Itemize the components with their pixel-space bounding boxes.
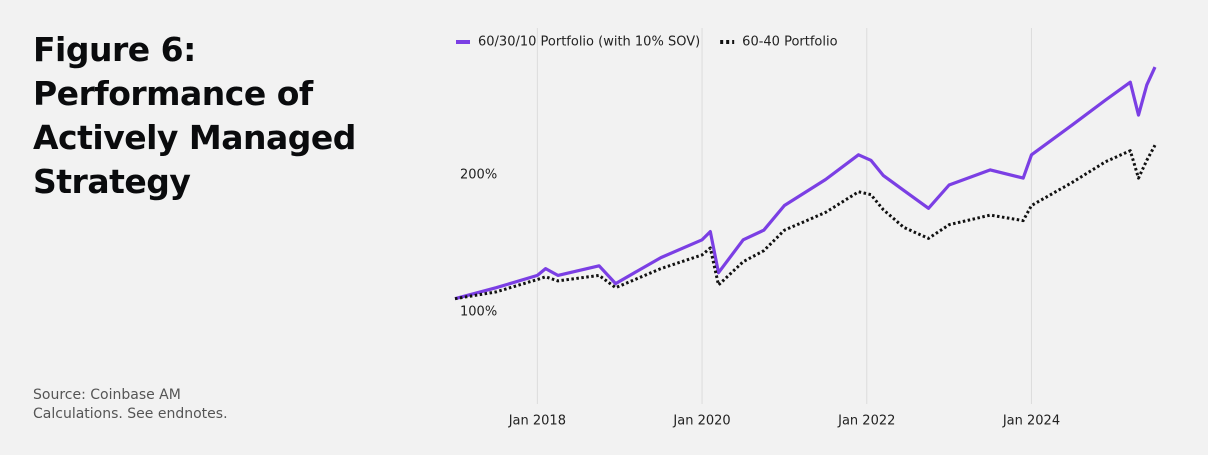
- title-line: Figure 6:: [33, 30, 196, 69]
- y-tick-label: 100%: [460, 305, 497, 320]
- series-line: [454, 66, 1157, 301]
- source-note: Source: Coinbase AM Calculations. See end…: [33, 386, 228, 424]
- series-line: [454, 144, 1157, 301]
- legend-label: 60/30/10 Portfolio (with 10% SOV): [478, 35, 700, 50]
- legend-label: 60-40 Portfolio: [742, 35, 837, 50]
- x-tick-label: Jan 2020: [672, 414, 730, 429]
- title-line: Actively Managed: [33, 118, 356, 157]
- x-tick-label: Jan 2022: [837, 414, 895, 429]
- chart-title: Figure 6: Performance of Actively Managed S…: [33, 28, 356, 204]
- y-tick-label: 200%: [460, 168, 497, 183]
- source-line: Calculations. See endnotes.: [33, 406, 228, 422]
- source-line: Source: Coinbase AM: [33, 387, 181, 403]
- x-tick-label: Jan 2024: [1002, 414, 1060, 429]
- x-tick-label: Jan 2018: [508, 414, 566, 429]
- title-line: Strategy: [33, 162, 191, 201]
- title-line: Performance of: [33, 74, 313, 113]
